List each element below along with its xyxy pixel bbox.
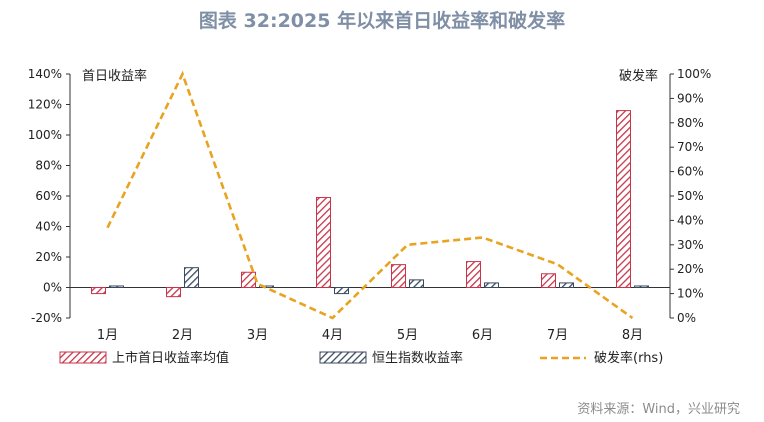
x-tick-label: 8月 — [622, 328, 643, 343]
right-axis-title: 破发率 — [619, 68, 658, 84]
right-tick-label: 100% — [677, 67, 711, 81]
right-tick-label: 70% — [677, 140, 704, 154]
left-tick-label: 80% — [35, 159, 62, 173]
x-tick-label: 2月 — [172, 328, 193, 343]
x-tick-label: 7月 — [547, 328, 568, 343]
bar-hsi-return — [484, 282, 499, 288]
bar-hsi-return — [634, 285, 649, 289]
bar-first-day-return — [241, 271, 256, 288]
bar-first-day-return — [616, 110, 631, 288]
right-tick-label: 80% — [677, 116, 704, 130]
right-tick-label: 50% — [677, 189, 704, 203]
x-tick-label: 6月 — [472, 328, 493, 343]
bar-hsi-return — [184, 267, 199, 288]
right-tick-label: 90% — [677, 91, 704, 105]
right-tick-label: 30% — [677, 238, 704, 252]
bar-hsi-return — [559, 282, 574, 288]
left-tick-label: 100% — [28, 128, 62, 142]
line-break-rate — [106, 70, 634, 320]
x-tick-label: 4月 — [322, 328, 343, 343]
bar-hsi-return — [109, 285, 124, 289]
left-tick-label: -20% — [31, 311, 62, 325]
left-axis-title: 首日收益率 — [82, 68, 147, 84]
left-tick-label: 20% — [35, 250, 62, 264]
bar-first-day-return — [316, 197, 331, 288]
x-tick-label: 3月 — [247, 328, 268, 343]
legend-label-first-day-return: 上市首日收益率均值 — [112, 350, 229, 366]
x-tick-label: 1月 — [97, 328, 118, 343]
right-tick-label: 10% — [677, 287, 704, 301]
right-tick-label: 40% — [677, 213, 704, 227]
bar-first-day-return — [91, 287, 106, 295]
left-tick-label: 0% — [43, 281, 62, 295]
left-tick-label: 40% — [35, 220, 62, 234]
legend-swatch-first-day-return — [59, 351, 107, 364]
right-tick-label: 20% — [677, 262, 704, 276]
legend-label-break-rate: 破发率(rhs) — [594, 350, 663, 366]
left-tick-label: 140% — [28, 67, 62, 81]
bar-first-day-return — [391, 264, 406, 288]
bar-first-day-return — [541, 273, 556, 288]
right-tick-label: 60% — [677, 165, 704, 179]
x-tick-label: 5月 — [397, 328, 418, 343]
left-tick-label: 60% — [35, 189, 62, 203]
bar-hsi-return — [409, 279, 424, 288]
legend-label-hsi-return: 恒生指数收益率 — [372, 350, 463, 366]
left-tick-label: 120% — [28, 98, 62, 112]
bar-hsi-return — [259, 285, 274, 289]
chart-title: 图表 32:2025 年以来首日收益率和破发率 — [198, 10, 566, 32]
bar-first-day-return — [466, 261, 481, 289]
bar-hsi-return — [334, 287, 349, 295]
source-note: 资料来源：Wind，兴业研究 — [577, 402, 740, 417]
right-tick-label: 0% — [677, 311, 696, 325]
legend-swatch-hsi-return — [319, 351, 367, 364]
bar-first-day-return — [166, 287, 181, 298]
